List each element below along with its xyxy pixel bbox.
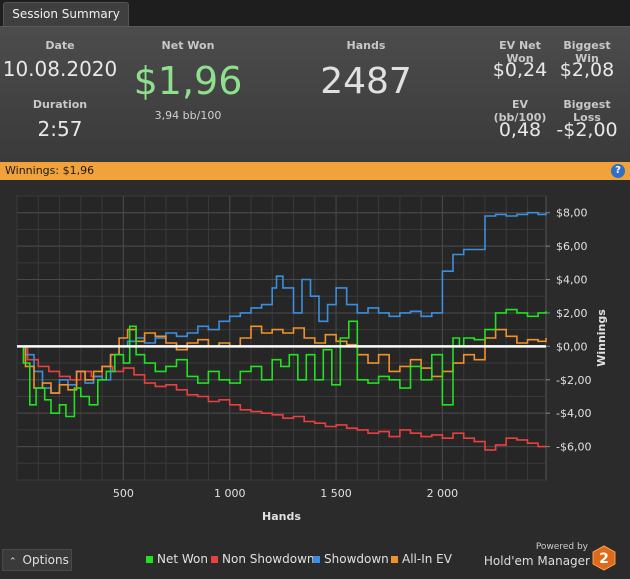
y-axis-label: Winnings <box>595 309 608 367</box>
biggest-loss-label: Biggest Loss <box>563 98 611 124</box>
duration-label: Duration <box>32 98 88 111</box>
x-tick-label: 1 500 <box>320 487 352 500</box>
help-icon[interactable]: ? <box>611 164 625 178</box>
date-value: 10.08.2020 <box>2 57 118 81</box>
x-axis-label: Hands <box>262 510 301 523</box>
ev-bb-label: EV (bb/100) <box>493 98 547 124</box>
bottom-bar: ⌃ Options Net Won Non Showdown Showdown A… <box>0 540 630 579</box>
legend-item-net-won[interactable]: Net Won <box>146 551 208 567</box>
y-tick-label: $0,00 <box>556 340 588 353</box>
chevron-up-icon: ⌃ <box>9 557 17 567</box>
series-line-net-won <box>17 308 547 418</box>
legend-swatch <box>146 555 153 563</box>
session-summary-panel: Date 10.08.2020 Duration 2:57 Net Won $1… <box>0 26 630 162</box>
biggest-loss-value: -$2,00 <box>556 119 618 141</box>
y-tick-label: -$2,00 <box>556 374 591 387</box>
ev-bb-value: 0,48 <box>498 119 542 141</box>
y-tick-label: -$4,00 <box>556 407 591 420</box>
winnings-bar-text: Winnings: $1,96 <box>5 164 95 177</box>
y-tick-label: $8,00 <box>556 207 588 220</box>
legend-label: Showdown <box>324 552 389 566</box>
y-tick-label: $4,00 <box>556 274 588 287</box>
legend-label: Non Showdown <box>222 552 315 566</box>
legend-swatch <box>313 555 320 563</box>
hands-value: 2487 <box>320 61 412 102</box>
y-tick-label: -$6,00 <box>556 441 591 454</box>
ev-net-won-label: EV Net Won <box>499 39 541 65</box>
winnings-chart-svg: 500 1 000 1 500 2 000 $8,00 $6,00 $4,00 $2,00 $0… <box>16 195 608 523</box>
duration-value: 2:57 <box>37 117 83 141</box>
holdem-manager-logo-icon: 2 <box>592 545 616 571</box>
date-label: Date <box>45 39 75 52</box>
biggest-win-value: $2,08 <box>559 59 615 81</box>
legend-label: All-In EV <box>402 552 452 566</box>
powered-by-label: Powered by <box>535 542 588 552</box>
tab-bar: Session Summary <box>0 0 630 26</box>
legend-item-non-showdown[interactable]: Non Showdown <box>211 551 315 567</box>
brand-label: Hold'em Manager <box>483 554 590 568</box>
ev-net-won-value: $0,24 <box>492 59 548 81</box>
x-tick-label: 500 <box>113 487 134 500</box>
x-tick-label: 2 000 <box>427 487 459 500</box>
options-label: Options <box>22 553 69 567</box>
bb-per-100-value: 3,94 bb/100 <box>154 109 222 122</box>
series-line-all-in-ev <box>17 325 547 394</box>
net-won-value: $1,96 <box>133 59 243 103</box>
options-button[interactable]: ⌃ Options <box>2 549 72 571</box>
y-tick-label: $6,00 <box>556 240 588 253</box>
logo-digit: 2 <box>599 551 609 567</box>
series-line-showdown <box>17 211 547 394</box>
tab-session-summary[interactable]: Session Summary <box>3 2 129 26</box>
x-tick-label: 1 000 <box>214 487 246 500</box>
winnings-chart: 500 1 000 1 500 2 000 $8,00 $6,00 $4,00 $2,00 $0… <box>0 180 630 540</box>
hands-label: Hands <box>346 39 386 52</box>
winnings-bar: Winnings: $1,96 ? <box>0 162 630 180</box>
y-tick-label: $2,00 <box>556 307 588 320</box>
legend-item-allin-ev[interactable]: All-In EV <box>391 551 452 567</box>
legend-item-showdown[interactable]: Showdown <box>313 551 389 567</box>
legend-swatch <box>211 555 218 563</box>
legend-swatch <box>391 555 398 563</box>
net-won-label: Net Won <box>161 39 215 52</box>
biggest-win-label: Biggest Win <box>563 39 611 65</box>
legend-label: Net Won <box>157 552 208 566</box>
